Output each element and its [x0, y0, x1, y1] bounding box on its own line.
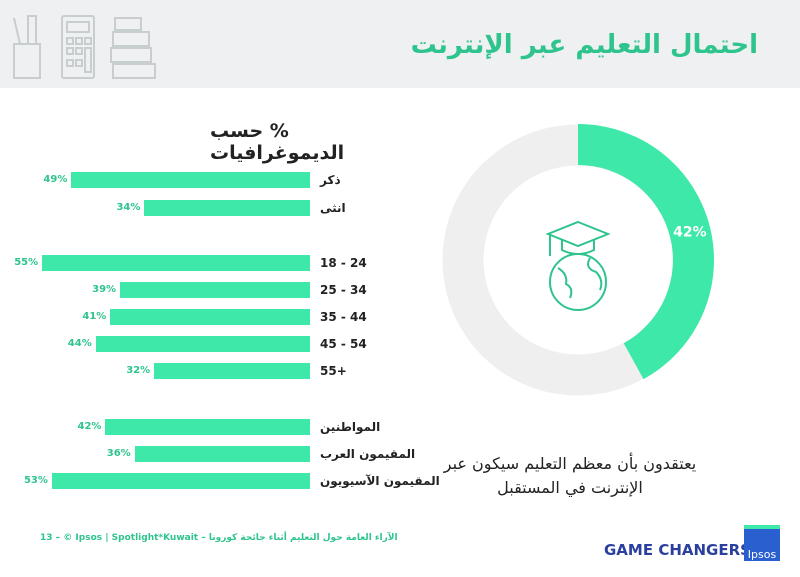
bar-5: [95, 336, 310, 352]
page-title: احتمال التعليم عبر الإنترنت: [410, 30, 758, 60]
bar-8: [134, 446, 310, 462]
bar-0: [71, 172, 310, 188]
bar-1: [144, 200, 310, 216]
bar-category-label: ذكر: [320, 173, 341, 187]
graduation-globe-icon: [545, 220, 611, 311]
bar-value-label: 53%: [23, 475, 48, 486]
donut-caption: يعتقدون بأن معظم التعليم سيكون عبر الإنت…: [443, 454, 697, 497]
bar-value-label: 39%: [92, 284, 117, 295]
bar-category-label: 55+: [320, 364, 347, 378]
bar-value-label: 32%: [126, 365, 151, 376]
bar-category-label: المقيمون العرب: [320, 447, 416, 461]
bar-3: [120, 282, 310, 298]
bar-value-label: 41%: [82, 311, 107, 322]
bar-value-label: 44%: [67, 338, 92, 349]
school-supplies-icon: [13, 15, 156, 79]
footer-text: 13 – © Ipsos | Spotlight*Kuwait – الآراء…: [40, 533, 398, 543]
bar-value-label: 34%: [116, 202, 141, 213]
bar-4: [110, 309, 310, 325]
bar-category-label: 25 - 34: [320, 283, 367, 297]
bar-category-label: 18 - 24: [320, 256, 367, 270]
bar-9: [51, 473, 310, 489]
bar-category-label: 45 - 54: [320, 337, 367, 351]
bar-category-label: انثى: [320, 201, 346, 215]
bar-7: [105, 419, 310, 435]
bar-value-label: 42%: [77, 421, 102, 432]
header: احتمال التعليم عبر الإنترنت: [0, 0, 800, 88]
bar-2: [42, 255, 310, 271]
bar-category-label: المقيمون الآسيويون: [320, 474, 440, 488]
bar-value-label: 49%: [43, 174, 68, 185]
donut-slice-42: [578, 124, 714, 380]
brand-tagline: GAME CHANGERS: [604, 541, 751, 559]
bar-value-label: 55%: [14, 257, 39, 268]
donut-value-label: 42%: [673, 224, 707, 240]
bar-category-label: المواطنين: [320, 420, 381, 434]
chart-title: % حسب الديموغرافيات: [210, 120, 345, 164]
bar-value-label: 36%: [106, 448, 131, 459]
donut-chart: 42%: [442, 124, 714, 396]
bar-category-label: 35 - 44: [320, 310, 367, 324]
ipsos-logo: Ipsos: [744, 525, 780, 561]
bar-6: [154, 363, 310, 379]
